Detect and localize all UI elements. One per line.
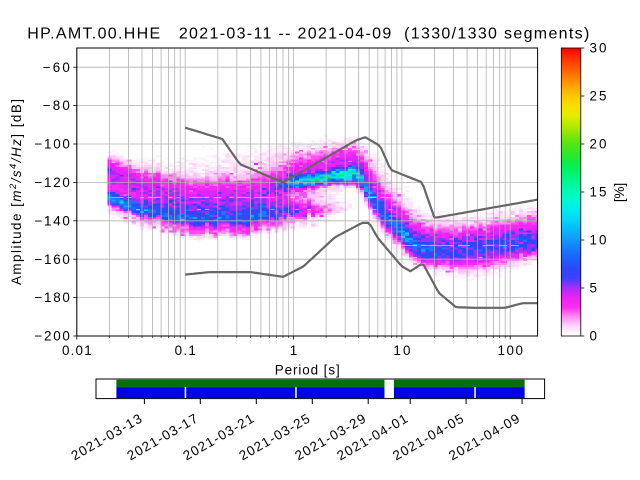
svg-text:1: 1 <box>290 343 297 358</box>
svg-text:[%]: [%] <box>612 183 627 202</box>
svg-text:HP.AMT.00.HHE 2021-03-11 --: HP.AMT.00.HHE 2021-03-11 -- 2021-04-09 (… <box>27 26 589 43</box>
svg-text:5: 5 <box>590 281 597 296</box>
svg-text:0.1: 0.1 <box>175 343 196 358</box>
svg-text:0: 0 <box>590 329 597 344</box>
svg-text:0.01: 0.01 <box>62 343 92 358</box>
svg-text:Amplitude [m2/s4/Hz] [dB]: Amplitude [m2/s4/Hz] [dB] <box>7 99 24 285</box>
svg-text:Period [s]: Period [s] <box>275 362 340 377</box>
svg-text:−80: −80 <box>43 98 70 113</box>
svg-text:100: 100 <box>498 343 523 358</box>
svg-text:−60: −60 <box>43 60 70 75</box>
